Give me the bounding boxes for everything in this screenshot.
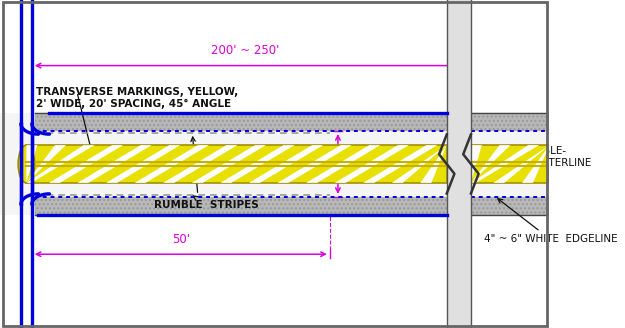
Bar xyxy=(447,0,471,328)
Polygon shape xyxy=(334,145,409,183)
Polygon shape xyxy=(106,145,180,183)
Bar xyxy=(471,113,549,131)
Text: 4" ~ 6" DOUBLE-
YELLOW  CENTERLINE: 4" ~ 6" DOUBLE- YELLOW CENTERLINE xyxy=(478,146,591,168)
Polygon shape xyxy=(421,145,447,183)
Polygon shape xyxy=(49,145,123,183)
Text: 4" ~ 6" WHITE  EDGELINE: 4" ~ 6" WHITE EDGELINE xyxy=(484,199,617,244)
Bar xyxy=(34,197,447,215)
Polygon shape xyxy=(192,145,266,183)
Bar xyxy=(471,113,549,131)
Polygon shape xyxy=(471,145,539,183)
Polygon shape xyxy=(306,145,380,183)
Polygon shape xyxy=(471,145,511,183)
Text: 9' ~ 10': 9' ~ 10' xyxy=(346,157,392,171)
Ellipse shape xyxy=(18,145,34,183)
Bar xyxy=(471,197,549,215)
Bar xyxy=(26,145,447,183)
Text: TRANSVERSE MARKINGS, YELLOW,
2' WIDE, 20' SPACING, 45° ANGLE: TRANSVERSE MARKINGS, YELLOW, 2' WIDE, 20… xyxy=(36,87,238,109)
Polygon shape xyxy=(221,145,294,183)
Polygon shape xyxy=(471,145,482,183)
Text: 50': 50' xyxy=(172,233,190,246)
Polygon shape xyxy=(134,145,209,183)
Bar xyxy=(0,113,549,215)
Polygon shape xyxy=(26,145,94,183)
Polygon shape xyxy=(249,145,323,183)
Polygon shape xyxy=(363,145,438,183)
Polygon shape xyxy=(163,145,238,183)
Bar xyxy=(34,113,447,131)
Polygon shape xyxy=(26,145,66,183)
Bar xyxy=(471,145,549,183)
Text: RUMBLE  STRIPES: RUMBLE STRIPES xyxy=(154,195,259,210)
Text: 200' ~ 250': 200' ~ 250' xyxy=(211,44,279,57)
Polygon shape xyxy=(494,145,549,183)
Bar xyxy=(34,113,447,131)
Polygon shape xyxy=(78,145,152,183)
Bar xyxy=(34,197,447,215)
Polygon shape xyxy=(278,145,352,183)
Bar xyxy=(471,197,549,215)
Polygon shape xyxy=(392,145,447,183)
Polygon shape xyxy=(522,145,549,183)
Polygon shape xyxy=(26,145,38,183)
